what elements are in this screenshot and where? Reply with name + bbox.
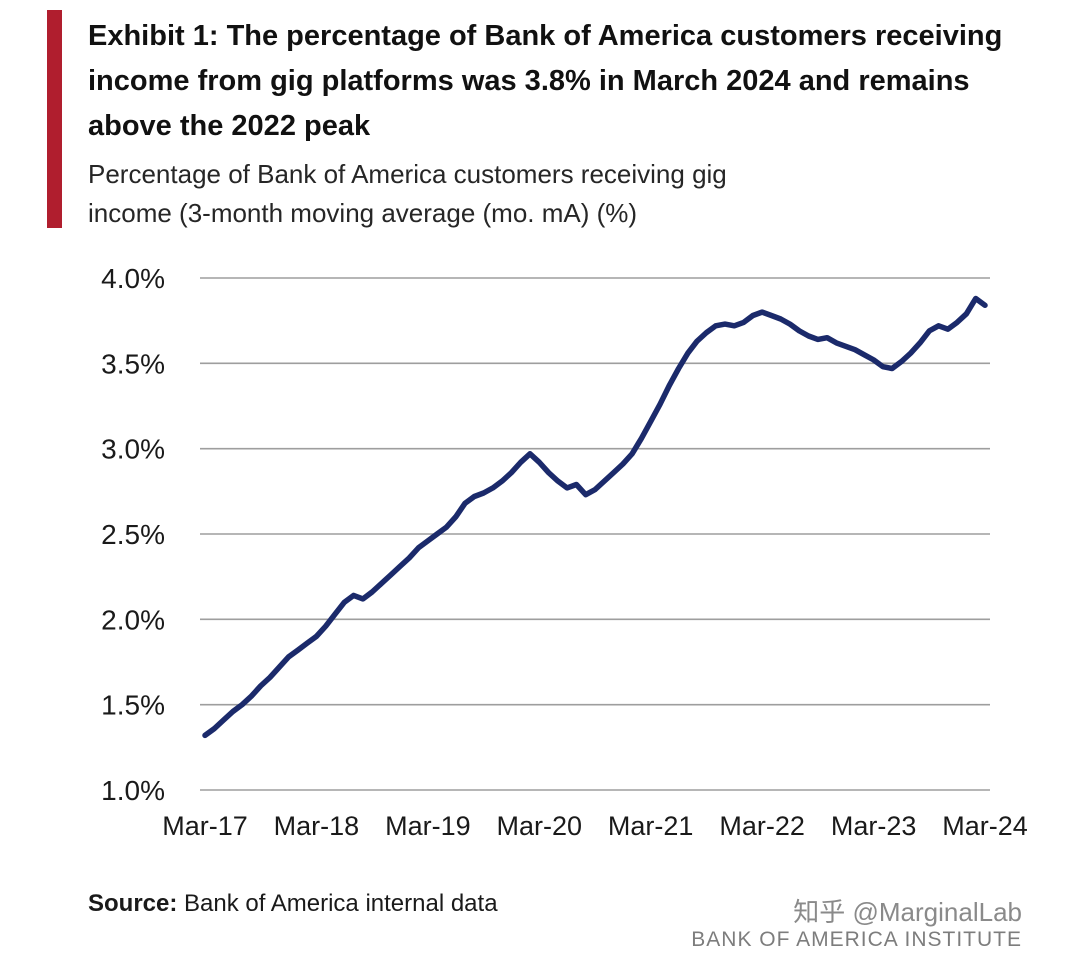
chart-header: Exhibit 1: The percentage of Bank of Ame… bbox=[88, 14, 1028, 233]
source-line: Source: Bank of America internal data bbox=[88, 890, 498, 918]
source-text: Bank of America internal data bbox=[184, 890, 498, 917]
svg-text:Mar-17: Mar-17 bbox=[162, 811, 248, 841]
svg-text:Mar-18: Mar-18 bbox=[274, 811, 360, 841]
svg-text:1.0%: 1.0% bbox=[101, 775, 165, 806]
svg-text:Mar-24: Mar-24 bbox=[942, 811, 1028, 841]
source-label: Source: bbox=[88, 890, 178, 917]
svg-text:1.5%: 1.5% bbox=[101, 690, 165, 721]
svg-text:3.0%: 3.0% bbox=[101, 434, 165, 465]
gig-income-line-chart: 4.0% 3.5% 3.0% 2.5% 2.0% 1.5% 1.0% Mar-17 Mar-18… bbox=[101, 263, 1028, 841]
svg-text:4.0%: 4.0% bbox=[101, 263, 165, 294]
watermark-marginallab: 知乎 @MarginalLab bbox=[793, 897, 1022, 927]
svg-text:2.0%: 2.0% bbox=[101, 604, 165, 635]
svg-text:2.5%: 2.5% bbox=[101, 519, 165, 550]
chart-area: 4.0% 3.5% 3.0% 2.5% 2.0% 1.5% 1.0% Mar-17 Mar-18… bbox=[0, 250, 1080, 860]
svg-text:Mar-19: Mar-19 bbox=[385, 811, 471, 841]
svg-text:3.5%: 3.5% bbox=[101, 348, 165, 379]
exhibit-title: Exhibit 1: The percentage of Bank of Ame… bbox=[88, 20, 1003, 142]
chart-subtitle: Percentage of Bank of America customers … bbox=[88, 158, 727, 228]
red-accent-bar bbox=[47, 10, 62, 228]
bank-of-america-institute-label: BANK OF AMERICA INSTITUTE bbox=[691, 928, 1022, 951]
svg-text:Mar-23: Mar-23 bbox=[831, 811, 917, 841]
svg-text:Mar-20: Mar-20 bbox=[497, 811, 583, 841]
svg-text:Mar-22: Mar-22 bbox=[719, 811, 805, 841]
svg-text:Mar-21: Mar-21 bbox=[608, 811, 694, 841]
